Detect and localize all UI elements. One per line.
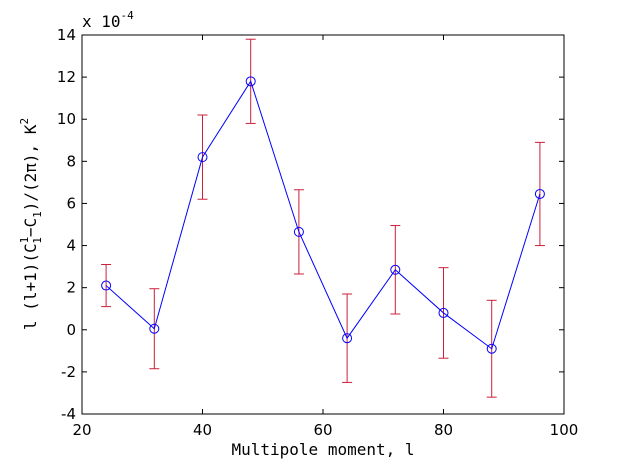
x-tick-label: 100 [550,421,579,439]
x-tick-label: 60 [313,421,332,439]
y-tick-label: 0 [66,321,76,339]
y-tick-label: 8 [66,152,76,170]
y-tick-label: -4 [61,405,76,423]
x-tick-label: 80 [434,421,453,439]
data-point [197,152,208,163]
data-point [101,280,112,291]
x-axis-label: Multipole moment, l [231,440,414,459]
data-point [438,307,449,318]
y-label-sub1: 1 [31,237,44,244]
data-point [342,333,353,344]
y-tick-label: 6 [66,194,76,212]
data-point [293,226,304,237]
y-tick-label: 14 [57,26,76,44]
y-label-sub2: 1 [31,211,44,218]
x-tick-label: 40 [193,421,212,439]
axis-ticks: 20 40 60 80 100 -4 -2 0 2 4 6 8 10 12 14 [57,26,578,439]
y-label-sup2: 2 [18,118,31,125]
x-tick-label: 20 [72,421,91,439]
y-axis-label: l (l+1)(C11−C1)/(2π), K2 [18,118,44,330]
y-label-prefix: l (l+1)(C [21,243,40,330]
data-point [534,188,545,199]
y-tick-label: 10 [57,110,76,128]
data-point [486,343,497,354]
y-tick-label: 4 [66,237,76,255]
series-line [105,80,541,350]
y-tick-label: -2 [61,363,76,381]
error-bars [101,38,545,398]
y-tick-label: 12 [57,68,76,86]
y-label-sup1: 1 [18,237,31,244]
y-tick-label: 2 [66,279,76,297]
y-multiplier-exponent: -4 [121,9,135,22]
series-line-layer [105,80,541,350]
data-point [149,323,160,334]
y-label-middle: −C [21,218,40,237]
data-point [245,76,256,87]
data-point-markers [101,76,545,354]
data-point [390,264,401,275]
y-multiplier-label: x 10-4 [82,9,134,31]
y-multiplier-base: x 10 [82,12,121,31]
y-label-suffix: )/(2π), K [21,124,40,211]
